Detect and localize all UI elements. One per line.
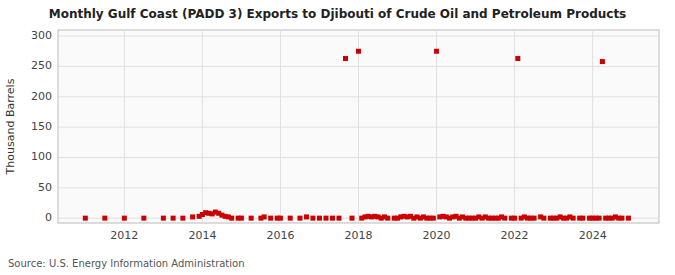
point (141, 216, 146, 221)
point (310, 216, 315, 221)
source: Source: U.S. Energy Information Administ… (8, 258, 245, 269)
point (626, 216, 631, 221)
point (619, 216, 624, 221)
x-grid-line (592, 30, 593, 223)
x-tick-label: 2024 (579, 229, 607, 242)
x-grid-line (280, 30, 281, 223)
x-tick-label: 2018 (345, 229, 373, 242)
point (385, 216, 390, 221)
point (249, 216, 254, 221)
y-tick-label: 200 (31, 90, 52, 103)
y-axis-label: Thousand Barrels (4, 78, 17, 175)
point (356, 49, 361, 54)
point (180, 216, 185, 221)
point (288, 216, 293, 221)
point (229, 216, 234, 221)
point (102, 216, 107, 221)
point (571, 216, 576, 221)
point (515, 56, 520, 61)
point (541, 216, 546, 221)
x-tick-label: 2020 (423, 229, 451, 242)
point (597, 216, 602, 221)
y-tick-label: 50 (38, 181, 52, 194)
point (278, 216, 283, 221)
x-tick-label: 2016 (266, 229, 294, 242)
point (323, 216, 328, 221)
y-tick-label: 100 (31, 150, 52, 163)
x-grid-line (124, 30, 125, 223)
chart: 0 50 100 150 200 250 300 2012 2014 2016 2018 2020 20… (0, 0, 675, 275)
point (171, 216, 176, 221)
point (502, 216, 507, 221)
point (297, 216, 302, 221)
point (330, 216, 335, 221)
point (262, 214, 267, 219)
point (268, 216, 273, 221)
point (239, 216, 244, 221)
point (600, 59, 605, 64)
point (190, 214, 195, 219)
x-tick-label: 2014 (188, 229, 216, 242)
grid (58, 30, 659, 223)
point (512, 216, 517, 221)
point (122, 216, 127, 221)
point (349, 216, 354, 221)
point (336, 216, 341, 221)
point (343, 56, 348, 61)
title: Monthly Gulf Coast (PADD 3) Exports to D… (49, 7, 627, 21)
point (304, 214, 309, 219)
y-tick-label: 300 (31, 29, 52, 42)
points (83, 49, 631, 221)
plot-frame (58, 30, 659, 223)
x-grid-line (202, 30, 203, 223)
y-tick-label: 150 (31, 120, 52, 133)
y-tick-label: 0 (45, 211, 52, 224)
point (532, 216, 537, 221)
point (434, 49, 439, 54)
point (161, 216, 166, 221)
x-tick-label: 2022 (501, 229, 529, 242)
point (317, 216, 322, 221)
point (580, 216, 585, 221)
x-tick-label: 2012 (110, 229, 138, 242)
point (83, 216, 88, 221)
y-tick-label: 250 (31, 59, 52, 72)
x-grid-line (358, 30, 359, 223)
x-grid-line (514, 30, 515, 223)
point (431, 216, 436, 221)
x-grid-line (436, 30, 437, 223)
axes: 0 50 100 150 200 250 300 2012 2014 2016 2018 2020 20… (31, 29, 607, 242)
